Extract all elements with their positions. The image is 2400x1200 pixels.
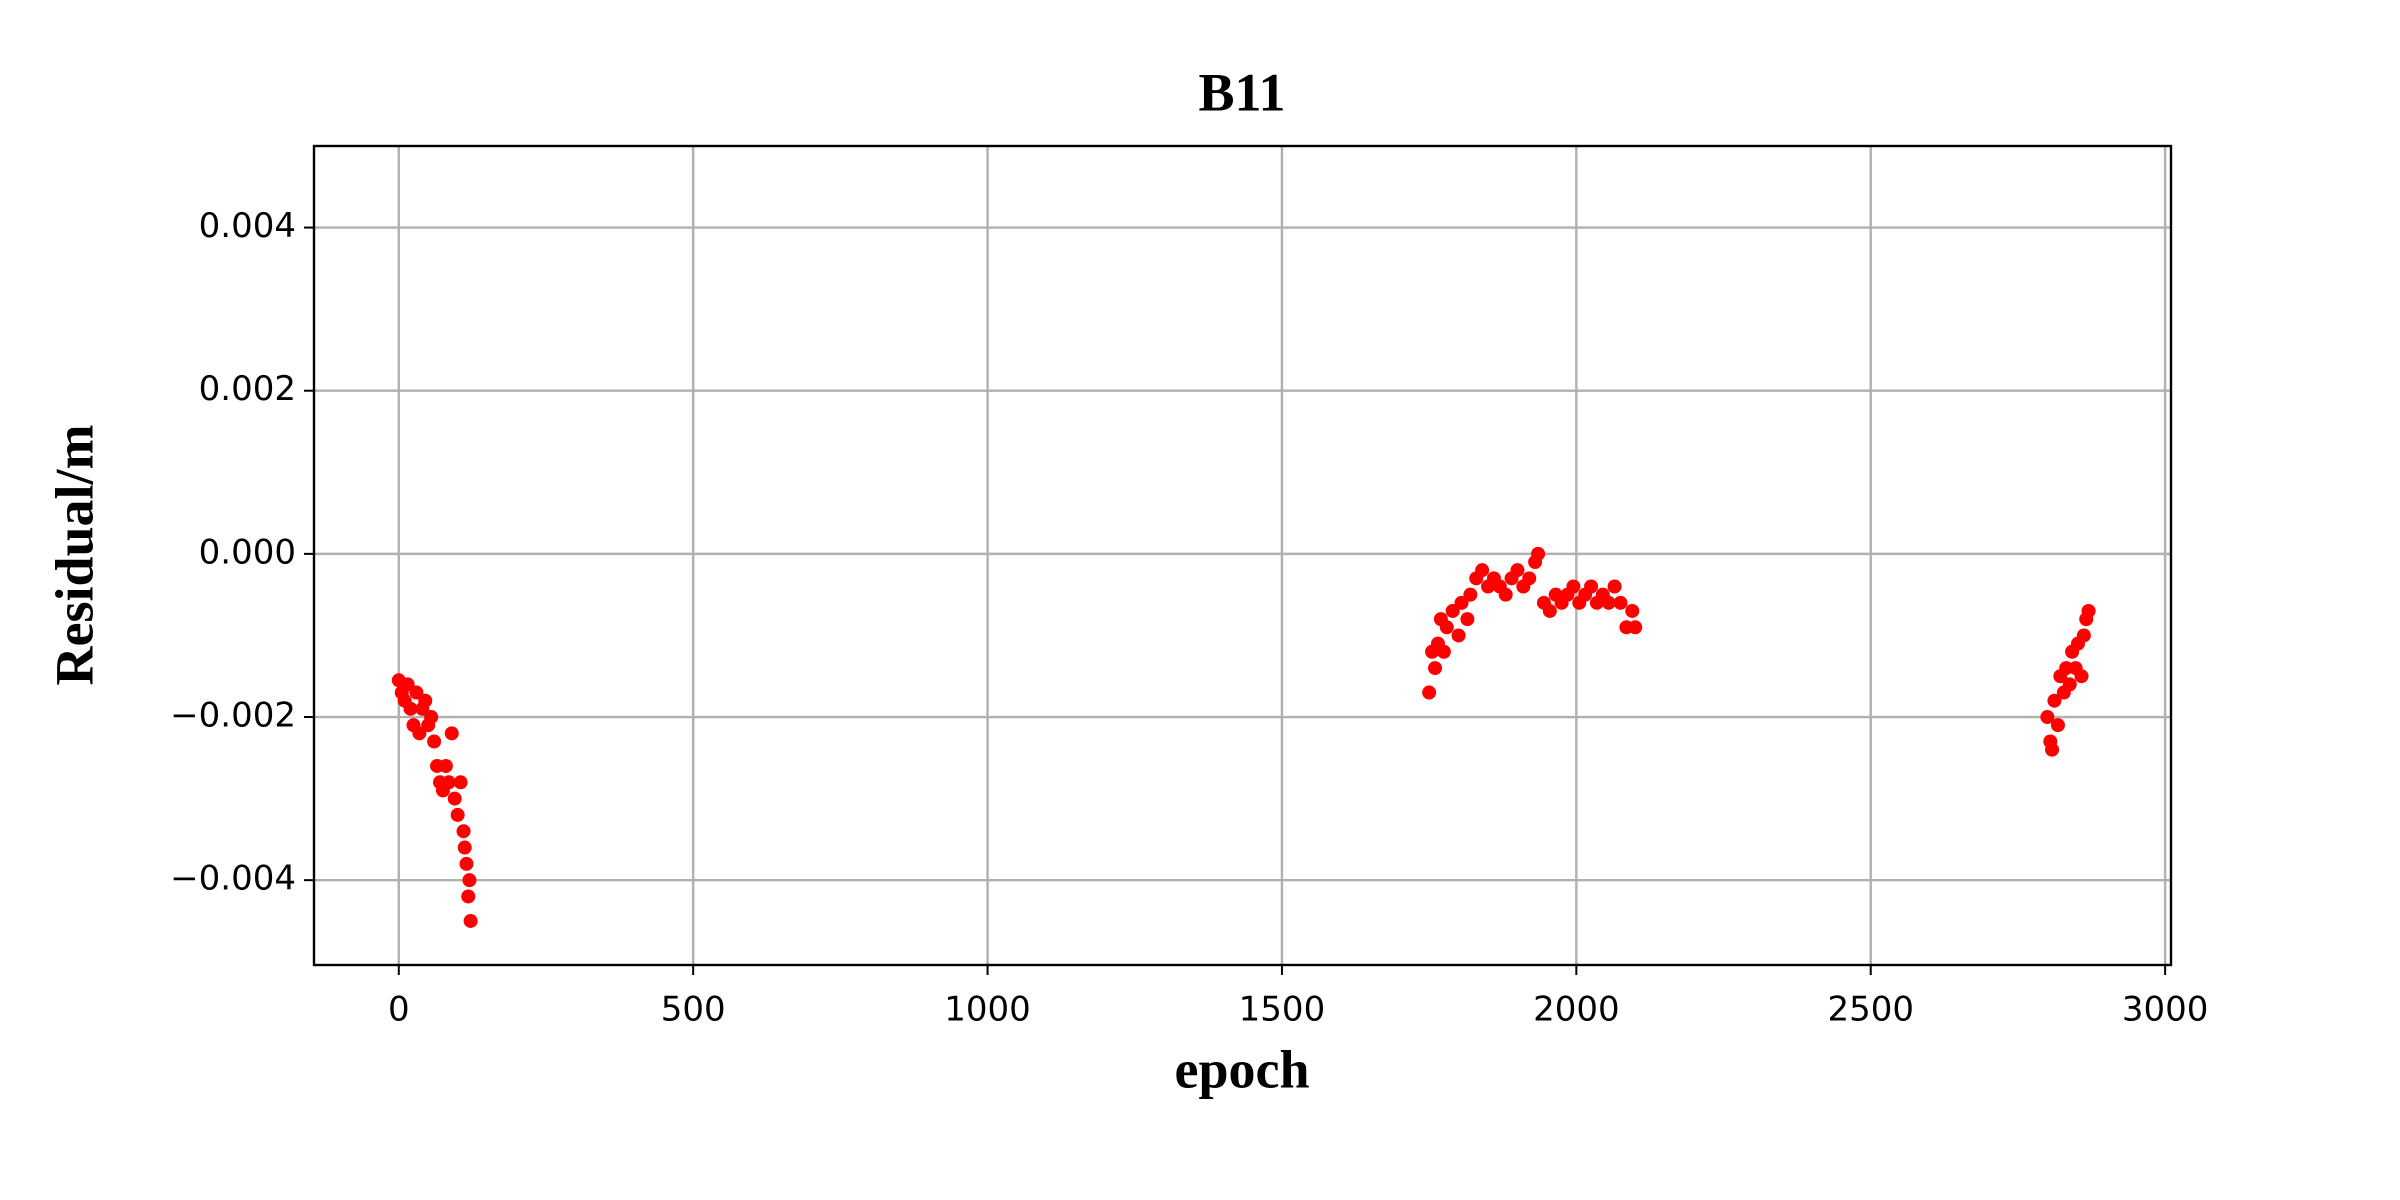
- point: [1422, 685, 1437, 700]
- point: [438, 758, 453, 773]
- point: [1436, 644, 1451, 659]
- point: [1522, 571, 1537, 586]
- point: [1475, 563, 1490, 578]
- point: [2062, 677, 2077, 692]
- point: [2050, 718, 2065, 733]
- point: [1451, 628, 1466, 643]
- y-tick-label: 0.000: [199, 532, 296, 572]
- point: [2081, 603, 2096, 618]
- point: [441, 775, 456, 790]
- point: [418, 693, 433, 708]
- point: [424, 710, 439, 725]
- point: [1566, 579, 1581, 594]
- x-tick-label: 3000: [2122, 990, 2209, 1030]
- x-tick-label: 2500: [1827, 990, 1914, 1030]
- point: [1498, 587, 1513, 602]
- x-tick-label: 0: [388, 990, 410, 1030]
- chart-title: B11: [1198, 62, 1285, 122]
- point: [459, 856, 474, 871]
- point: [1613, 595, 1628, 610]
- point: [2040, 710, 2055, 725]
- point: [1542, 603, 1557, 618]
- point: [457, 840, 472, 855]
- x-axis-label: epoch: [1175, 1039, 1310, 1099]
- point: [453, 775, 468, 790]
- point: [1531, 546, 1546, 561]
- point: [2074, 669, 2089, 684]
- point: [1607, 579, 1622, 594]
- point: [427, 734, 442, 749]
- point: [403, 701, 418, 716]
- y-axis-label: Residual/m: [44, 424, 104, 685]
- point: [462, 873, 477, 888]
- point: [1625, 603, 1640, 618]
- point: [444, 726, 459, 741]
- y-tick-label: −0.002: [170, 696, 296, 736]
- point: [2045, 742, 2060, 757]
- point: [1584, 579, 1599, 594]
- point: [463, 913, 478, 928]
- point: [1628, 620, 1643, 635]
- point: [456, 824, 471, 839]
- point: [400, 677, 415, 692]
- point: [409, 685, 424, 700]
- y-tick-label: −0.004: [170, 859, 296, 899]
- y-tick-label: 0.004: [199, 206, 296, 246]
- point: [1454, 595, 1469, 610]
- point: [1445, 603, 1460, 618]
- point: [1460, 612, 1475, 627]
- point: [1439, 620, 1454, 635]
- y-tick-label: 0.002: [199, 369, 296, 409]
- point: [2047, 693, 2062, 708]
- point: [1463, 587, 1478, 602]
- point: [412, 726, 427, 741]
- x-tick-label: 1000: [944, 990, 1031, 1030]
- point: [2076, 628, 2091, 643]
- x-tick-label: 2000: [1533, 990, 1620, 1030]
- point: [1428, 661, 1443, 676]
- point: [461, 889, 476, 904]
- point: [1510, 563, 1525, 578]
- point: [1601, 595, 1616, 610]
- plot-frame: [312, 144, 2173, 967]
- x-tick-label: 1500: [1239, 990, 1326, 1030]
- x-tick-label: 500: [661, 990, 726, 1030]
- point: [450, 807, 465, 822]
- point: [447, 791, 462, 806]
